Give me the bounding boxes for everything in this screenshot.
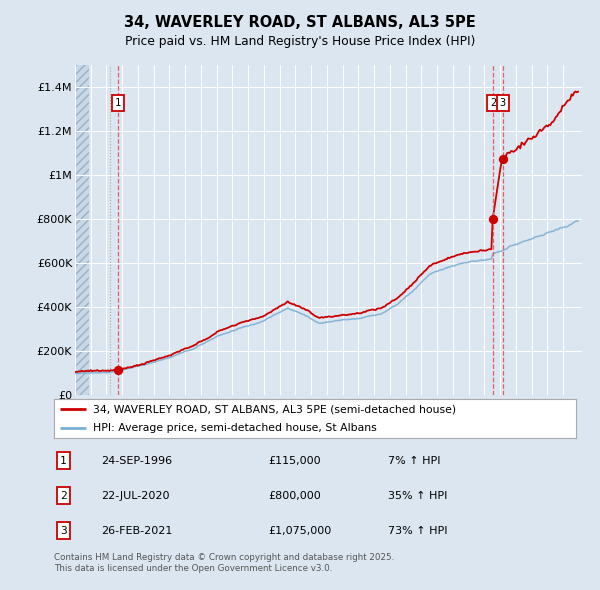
Bar: [75, 65, 89, 395]
Bar: [75, 65, 89, 395]
Text: 3: 3: [60, 526, 67, 536]
Text: 3: 3: [500, 98, 506, 108]
Text: 26-FEB-2021: 26-FEB-2021: [101, 526, 172, 536]
Text: 34, WAVERLEY ROAD, ST ALBANS, AL3 5PE: 34, WAVERLEY ROAD, ST ALBANS, AL3 5PE: [124, 15, 476, 30]
Text: HPI: Average price, semi-detached house, St Albans: HPI: Average price, semi-detached house,…: [93, 423, 377, 433]
Text: 24-SEP-1996: 24-SEP-1996: [101, 455, 172, 466]
Text: 1: 1: [60, 455, 67, 466]
Text: 35% ↑ HPI: 35% ↑ HPI: [388, 491, 448, 500]
Text: £115,000: £115,000: [268, 455, 320, 466]
Text: 2: 2: [490, 98, 496, 108]
Text: 7% ↑ HPI: 7% ↑ HPI: [388, 455, 440, 466]
Point: [113, 365, 123, 375]
Text: £800,000: £800,000: [268, 491, 321, 500]
Text: Price paid vs. HM Land Registry's House Price Index (HPI): Price paid vs. HM Land Registry's House …: [125, 35, 475, 48]
Text: 2: 2: [60, 491, 67, 500]
Point: [488, 214, 498, 224]
Text: 22-JUL-2020: 22-JUL-2020: [101, 491, 169, 500]
Text: 73% ↑ HPI: 73% ↑ HPI: [388, 526, 448, 536]
Text: 34, WAVERLEY ROAD, ST ALBANS, AL3 5PE (semi-detached house): 34, WAVERLEY ROAD, ST ALBANS, AL3 5PE (s…: [93, 404, 456, 414]
Text: 1: 1: [115, 98, 121, 108]
Text: Contains HM Land Registry data © Crown copyright and database right 2025.
This d: Contains HM Land Registry data © Crown c…: [54, 553, 394, 573]
Text: £1,075,000: £1,075,000: [268, 526, 331, 536]
Point: [498, 154, 508, 163]
